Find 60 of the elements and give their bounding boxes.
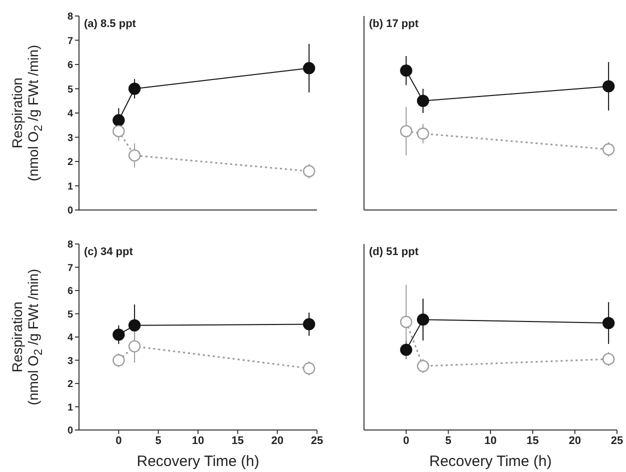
y-tick-label: 2 [67, 157, 74, 168]
point [302, 165, 316, 178]
y-tick-label: 0 [67, 206, 74, 217]
x-tick-label: 25 [310, 434, 324, 447]
point [416, 313, 430, 326]
y-tick-label: 3 [67, 132, 74, 144]
x-axis-title: Recovery Time (h) [429, 453, 552, 470]
point [602, 316, 615, 330]
chart-title: (b) 17 ppt [369, 18, 418, 30]
point [400, 316, 412, 328]
point [128, 340, 141, 352]
y-tick-label: 7 [67, 262, 74, 274]
x-tick-label: 20 [568, 434, 581, 447]
chart-title: (a) 8.5 ppt [84, 18, 136, 30]
y-tick-label: 8 [67, 240, 74, 251]
y-tick-label: 0 [67, 426, 74, 437]
x-tick-label: 5 [445, 434, 452, 447]
x-tick-label: 15 [232, 434, 244, 447]
point [602, 80, 615, 92]
point [416, 94, 430, 107]
x-tick-label: 10 [484, 434, 497, 447]
chart-title: (d) 51 ppt [369, 246, 418, 258]
point [302, 362, 316, 374]
chart-title: (c) 34 ppt [84, 246, 133, 258]
y-tick-label: 4 [67, 108, 74, 120]
y-tick-label: 1 [67, 402, 74, 414]
x-axis-title: Recovery Time (h) [136, 453, 260, 470]
x-tick-label: 20 [271, 434, 284, 447]
point [602, 352, 615, 366]
point [112, 354, 125, 366]
x-tick-label: 15 [526, 434, 539, 447]
y-tick-label: 5 [67, 309, 74, 320]
point [112, 114, 125, 126]
point [302, 318, 316, 330]
y-tick-label: 7 [67, 36, 74, 47]
point [302, 62, 316, 74]
y-tick-label: 4 [67, 332, 74, 344]
y-tick-label: 1 [67, 181, 74, 192]
point [400, 125, 412, 138]
x-tick-label: 0 [116, 434, 122, 447]
point [602, 143, 615, 156]
x-tick-label: 25 [610, 434, 624, 447]
point [400, 344, 412, 356]
x-tick-label: 5 [155, 434, 162, 447]
point [128, 82, 141, 95]
y-tick-label: 2 [67, 379, 74, 390]
y-tick-label: 8 [67, 12, 74, 23]
point [400, 64, 412, 77]
point [112, 125, 125, 138]
point [128, 149, 141, 162]
x-tick-label: 0 [403, 434, 410, 447]
point [112, 328, 125, 341]
point [416, 128, 430, 140]
point [416, 360, 430, 372]
y-tick-label: 6 [67, 60, 74, 72]
y-tick-label: 6 [67, 286, 74, 298]
x-tick-label: 10 [192, 434, 204, 447]
point [128, 319, 141, 332]
y-tick-label: 5 [67, 84, 74, 96]
y-tick-label: 3 [67, 356, 74, 367]
